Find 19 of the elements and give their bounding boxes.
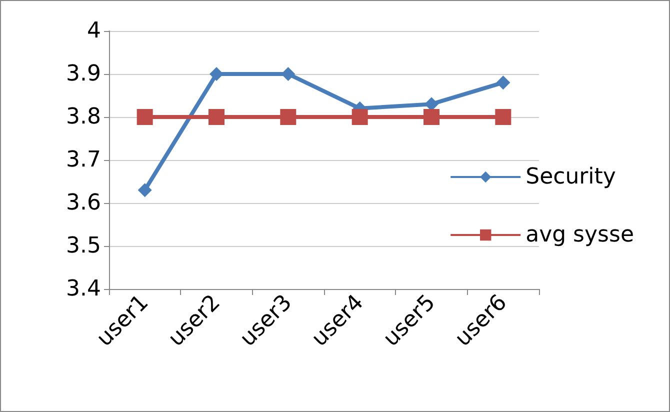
point: [210, 67, 224, 81]
legend-label: avg sysse: [526, 222, 634, 248]
point: [281, 67, 296, 81]
legend-label: Security: [526, 164, 616, 190]
point: [424, 109, 440, 125]
y-tick-label: 3.7: [66, 148, 101, 172]
y-tick-label: 3.4: [66, 276, 101, 302]
y-tick-label: 4: [87, 18, 101, 44]
point: [136, 109, 153, 125]
y-tick-label: 3.9: [66, 62, 101, 86]
point: [280, 109, 296, 125]
point: [495, 109, 512, 125]
y-tick-label: 3.5: [66, 234, 101, 258]
y-tick-label: 3.8: [66, 104, 101, 130]
point: [496, 76, 510, 90]
point: [352, 109, 368, 125]
y-tick-label: 3.6: [66, 190, 101, 216]
point: [138, 183, 152, 198]
point: [208, 109, 224, 125]
